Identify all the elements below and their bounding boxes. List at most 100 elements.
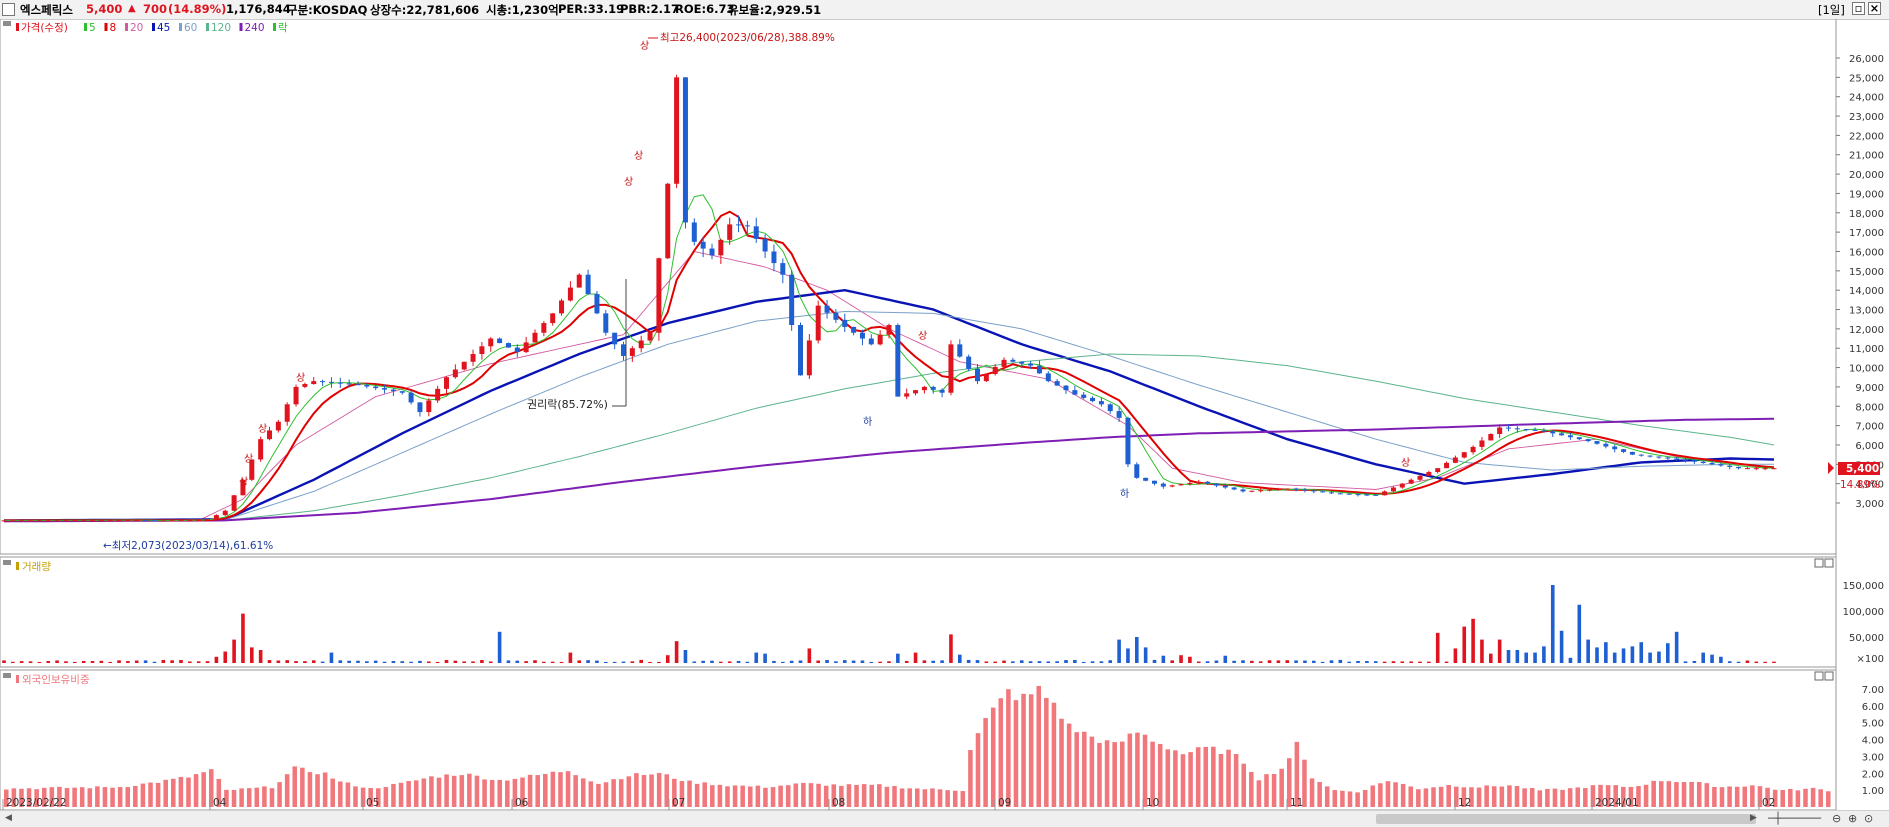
volume-bar: [621, 661, 626, 663]
volume-bar: [108, 661, 112, 663]
candle-body: [1373, 494, 1379, 496]
volume-bar: [223, 651, 228, 663]
volume-bar: [1108, 660, 1113, 663]
candle-body: [125, 520, 131, 522]
close-icon[interactable]: ×: [1868, 1, 1881, 15]
panel-window-buttons[interactable]: [1814, 558, 1834, 681]
candle-body: [1213, 483, 1219, 486]
candle-body: [1355, 494, 1361, 496]
panel-menu-icon[interactable]: [3, 560, 11, 565]
y-tick-label: ×100: [1857, 654, 1884, 665]
candle-body: [1302, 489, 1308, 491]
scroll-bar[interactable]: ◀ ▶ ─┼────── ⊖ ⊕ ⊙: [0, 810, 1889, 827]
listed-shares: 상장수:22,781,606: [370, 3, 480, 17]
scroll-thumb[interactable]: [1376, 814, 1756, 824]
legend-label: 5: [89, 22, 96, 34]
volume-bar: [577, 660, 582, 663]
low-annotation: ←최저2,073(2023/03/14),61.61%: [103, 540, 273, 552]
foreign-bar: [846, 784, 852, 807]
volume-bar: [789, 660, 794, 663]
legend-label: 가격(수정): [21, 21, 68, 34]
foreign-bar: [1180, 754, 1186, 807]
candle-body: [116, 520, 122, 522]
foreign-bar: [634, 773, 639, 807]
foreign-bar: [133, 785, 138, 807]
foreign-bar: [611, 779, 616, 807]
volume-bar: [1232, 660, 1236, 663]
volume-bar: [400, 661, 405, 663]
scroll-left-icon[interactable]: ◀: [5, 813, 12, 823]
volume-bar: [1612, 652, 1617, 663]
zoom-out-icon[interactable]: ⊖: [1832, 812, 1842, 825]
limit-up-marker: 상: [296, 372, 305, 384]
panel-menu-icon[interactable]: [3, 21, 11, 26]
volume-bar: [869, 661, 874, 663]
foreign-bar: [1309, 778, 1315, 807]
y-tick-label: 3,000: [1855, 499, 1884, 510]
candle-body: [1665, 457, 1671, 459]
restore-icon[interactable]: ▫: [1852, 2, 1865, 15]
stock-name[interactable]: 엑스페릭스: [20, 3, 73, 17]
candle-body: [868, 338, 874, 345]
foreign-bar: [330, 778, 335, 807]
rights-annotation: 권리락(85.72%): [527, 398, 608, 411]
candle-body: [966, 356, 972, 369]
foreign-bar: [1370, 785, 1376, 807]
candle-body: [231, 495, 237, 511]
volume-bar: [1294, 660, 1298, 663]
candle-body: [638, 340, 644, 349]
volume-bar: [329, 652, 334, 663]
volume-bar: [754, 652, 759, 663]
checkbox[interactable]: [2, 3, 15, 16]
candle-body: [373, 386, 379, 389]
volume-bar: [1241, 660, 1245, 663]
candle-body: [1736, 466, 1742, 469]
foreign-bar: [391, 783, 396, 807]
foreign-bar: [565, 771, 571, 807]
zoom-fit-icon[interactable]: ⊙: [1864, 812, 1874, 825]
volume-bar: [1081, 661, 1086, 663]
candle-body: [1, 520, 7, 522]
foreign-bar: [1719, 787, 1725, 807]
candle-body: [1001, 359, 1007, 367]
candle-body: [143, 520, 149, 522]
scroll-right-icon[interactable]: ▶: [1750, 813, 1757, 823]
limit-up-marker: 상: [918, 330, 927, 342]
limit-down-marker: 하: [863, 415, 872, 428]
foreign-bar: [1431, 787, 1436, 807]
volume-bar: [586, 660, 590, 663]
limit-up-marker: 상: [258, 423, 267, 435]
candle-body: [789, 274, 795, 325]
foreign-bar: [1127, 733, 1133, 807]
volume-bar: [1320, 661, 1325, 663]
foreign-bar: [1286, 758, 1292, 807]
foreign-bar: [1438, 786, 1444, 807]
foreign-bar: [1059, 718, 1064, 807]
candle-body: [1160, 483, 1166, 487]
volume-bar: [834, 661, 838, 663]
candle-body: [81, 520, 87, 522]
candle-body: [1674, 458, 1680, 460]
volume-bar: [55, 660, 59, 663]
volume-bar: [1515, 650, 1520, 663]
roe-value: ROE:6.73: [675, 2, 735, 16]
period-selector[interactable]: [1일]: [1818, 3, 1845, 17]
volume-bar: [1453, 648, 1458, 663]
zoom-slider[interactable]: ─┼──────: [1768, 812, 1821, 825]
candle-body: [1284, 488, 1290, 490]
candle-body: [576, 274, 582, 288]
foreign-bar: [1233, 754, 1239, 807]
volume-bar: [1303, 660, 1307, 663]
foreign-bar: [95, 786, 100, 807]
foreign-bar: [64, 787, 70, 807]
candle-body: [532, 332, 538, 343]
candle-body: [983, 374, 989, 382]
panel-menu-icon[interactable]: [3, 673, 11, 678]
candle-body: [1390, 487, 1396, 492]
volume-bar: [842, 660, 847, 663]
up-arrow-icon: ▲: [128, 3, 136, 14]
zoom-in-icon[interactable]: ⊕: [1848, 812, 1858, 825]
foreign-bar: [1241, 763, 1246, 807]
foreign-bar: [770, 787, 776, 807]
